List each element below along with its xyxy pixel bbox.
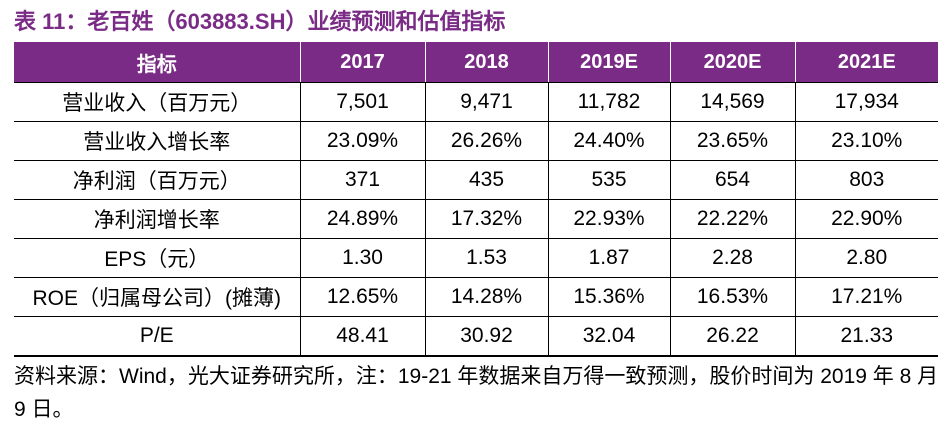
header-cell: 2017 (299, 41, 426, 83)
row-label: ROE（归属母公司）(摊薄) (14, 277, 301, 317)
table-cell: 12.65% (299, 277, 426, 317)
header-row: 指标 2017 2018 2019E 2020E 2021E (14, 41, 938, 83)
table-cell: 2.80 (794, 238, 938, 278)
header-cell: 2020E (669, 41, 796, 83)
table-cell: 535 (547, 160, 671, 200)
header-cell: 2019E (547, 41, 671, 83)
table-cell: 30.92 (424, 316, 549, 357)
table-cell: 1.53 (424, 238, 549, 278)
table-row: 净利润（百万元） 371 435 535 654 803 (14, 160, 938, 200)
table-cell: 11,782 (547, 82, 671, 122)
table-cell: 22.90% (794, 199, 938, 239)
table-cell: 16.53% (669, 277, 796, 317)
table-cell: 22.93% (547, 199, 671, 239)
header-cell: 2018 (424, 41, 549, 83)
table: 指标 2017 2018 2019E 2020E 2021E 营业收入（百万元） 7,501… (14, 41, 938, 357)
table-cell: 23.65% (669, 121, 796, 161)
header-cell: 指标 (14, 41, 301, 83)
table-cell: 17.21% (794, 277, 938, 317)
table-cell: 803 (794, 160, 938, 200)
table-cell: 17,934 (794, 82, 938, 122)
row-label: 净利润增长率 (14, 199, 301, 239)
table-cell: 9,471 (424, 82, 549, 122)
row-label: 营业收入（百万元） (14, 82, 301, 122)
row-label: 营业收入增长率 (14, 121, 301, 161)
table-row: P/E 48.41 30.92 32.04 26.22 21.33 (14, 316, 938, 357)
table-row: 营业收入（百万元） 7,501 9,471 11,782 14,569 17,934 (14, 82, 938, 122)
table-row: 净利润增长率 24.89% 17.32% 22.93% 22.22% 22.90% (14, 199, 938, 239)
table-row: ROE（归属母公司）(摊薄) 12.65% 14.28% 15.36% 16.53% 17… (14, 277, 938, 317)
table-body: 营业收入（百万元） 7,501 9,471 11,782 14,569 17,934 营业收… (14, 82, 938, 357)
table-cell: 14,569 (669, 82, 796, 122)
table-cell: 23.09% (299, 121, 426, 161)
table-cell: 24.89% (299, 199, 426, 239)
table-cell: 1.87 (547, 238, 671, 278)
table-cell: 7,501 (299, 82, 426, 122)
table-row: EPS（元） 1.30 1.53 1.87 2.28 2.80 (14, 238, 938, 278)
table-cell: 32.04 (547, 316, 671, 357)
header-cell: 2021E (794, 41, 938, 83)
title: 表 11：老百姓（603883.SH）业绩预测和估值指标 (14, 9, 506, 34)
table-cell: 1.30 (299, 238, 426, 278)
table-cell: 26.22 (669, 316, 796, 357)
table-cell: 435 (424, 160, 549, 200)
table-cell: 14.28% (424, 277, 549, 317)
row-label: EPS（元） (14, 238, 301, 278)
table-cell: 654 (669, 160, 796, 200)
table-cell: 24.40% (547, 121, 671, 161)
table-cell: 15.36% (547, 277, 671, 317)
table-cell: 48.41 (299, 316, 426, 357)
row-label: 净利润（百万元） (14, 160, 301, 200)
footer-note: 资料来源：Wind，光大证券研究所，注：19-21 年数据来自万得一致预测，股价… (14, 365, 939, 421)
table-cell: 371 (299, 160, 426, 200)
table-cell: 17.32% (424, 199, 549, 239)
table-cell: 2.28 (669, 238, 796, 278)
table-cell: 26.26% (424, 121, 549, 161)
table-cell: 23.10% (794, 121, 938, 161)
table-cell: 21.33 (794, 316, 938, 357)
table-row: 营业收入增长率 23.09% 26.26% 24.40% 23.65% 23.10% (14, 121, 938, 161)
table-cell: 22.22% (669, 199, 796, 239)
row-label: P/E (14, 316, 301, 357)
